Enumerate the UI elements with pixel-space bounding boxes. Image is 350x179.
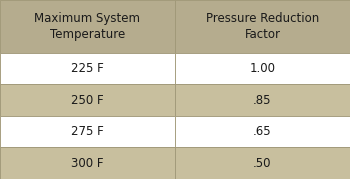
Text: 275 F: 275 F bbox=[71, 125, 104, 138]
Text: Pressure Reduction
Factor: Pressure Reduction Factor bbox=[206, 12, 319, 41]
Bar bbox=[175, 147, 350, 179]
Bar bbox=[0, 116, 175, 147]
Bar bbox=[0, 84, 175, 116]
Text: 300 F: 300 F bbox=[71, 157, 104, 170]
Text: .85: .85 bbox=[253, 94, 272, 107]
Text: Maximum System
Temperature: Maximum System Temperature bbox=[35, 12, 140, 41]
Bar bbox=[175, 0, 350, 53]
Bar bbox=[0, 0, 175, 53]
Text: .50: .50 bbox=[253, 157, 272, 170]
Bar bbox=[175, 84, 350, 116]
Text: 1.00: 1.00 bbox=[250, 62, 275, 75]
Bar bbox=[175, 53, 350, 84]
Bar bbox=[175, 116, 350, 147]
Bar bbox=[0, 53, 175, 84]
Text: 225 F: 225 F bbox=[71, 62, 104, 75]
Text: .65: .65 bbox=[253, 125, 272, 138]
Text: 250 F: 250 F bbox=[71, 94, 104, 107]
Bar bbox=[0, 147, 175, 179]
